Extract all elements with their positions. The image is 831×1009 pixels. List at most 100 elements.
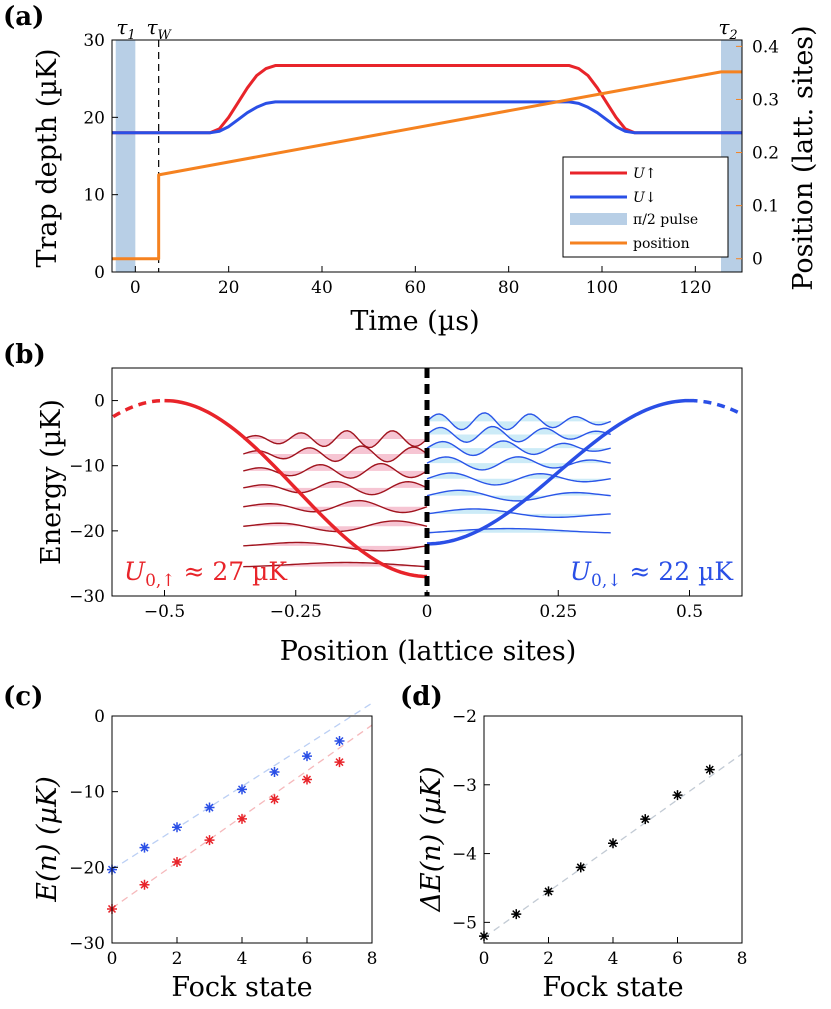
panel-d-data-point: [704, 764, 715, 775]
panel-c-xlabel: Fock state: [171, 972, 312, 1003]
wavefunction-fill-down: [427, 426, 611, 443]
panel-d-ytick-label: −4: [452, 845, 477, 865]
panel-a-frame: [111, 39, 743, 273]
series-line-up: [112, 64, 742, 135]
annotation-down-sub: 0,↓: [591, 571, 621, 591]
wavefunction-fill-down: [427, 440, 611, 456]
panel-c-xtick-label: 4: [237, 949, 248, 969]
panel-b-xtick-label: −0.25: [270, 602, 322, 622]
panel-b-xtick-label: 0.25: [539, 602, 577, 622]
panel-b-xtick-label: 0: [422, 602, 433, 622]
panel-c-ytick-label: −20: [69, 858, 105, 878]
panel-b-xtick-label: −0.5: [144, 602, 185, 622]
panel-a-y2tick-label: 0.1: [752, 197, 779, 217]
wavefunction-down: [426, 527, 611, 534]
panel-c-xtick-label: 2: [172, 949, 183, 969]
panel-c-xtick-label: 6: [302, 949, 313, 969]
panel-c-chart: 0 2 4 6 8 −30 −20 −10 0 Fock state E(n) (µK): [32, 702, 378, 1003]
wavefunction-up: [243, 445, 428, 463]
panel-a-ytick-label: 0: [94, 263, 105, 283]
wavefunction-up: [243, 520, 428, 533]
panel-c-data-point: [237, 784, 247, 795]
wavefunction-down: [426, 489, 611, 502]
panel-d-xtick-label: 6: [672, 949, 683, 969]
panel-a-y2label: Position (latt. sites): [788, 25, 819, 290]
wavefunction-fill-up: [243, 520, 427, 532]
series-line-position: [112, 70, 742, 261]
potential-curve-down: [426, 398, 690, 546]
wavefunction-fill-down: [427, 490, 611, 501]
panel-d-ytick-label: −3: [452, 776, 477, 796]
wavefunction-up: [243, 561, 428, 568]
wavefunction-fill-up: [243, 463, 427, 479]
wavefunction-down: [426, 425, 611, 443]
panel-c-data-point: [302, 751, 312, 762]
panel-d-data-point: [672, 790, 683, 801]
panel-d-ylabel: ΔE(n) (µK): [416, 766, 447, 912]
panel-c-ytick-label: 0: [94, 707, 105, 727]
panel-a-y2tick-label: 0.3: [752, 90, 779, 110]
wavefunction-down: [426, 440, 611, 457]
panel-a-y2tick-label: 0.4: [752, 37, 779, 57]
panel-c-data-point: [139, 879, 150, 890]
panel-c-data-point: [172, 822, 182, 833]
panel-c-data-point: [172, 857, 182, 868]
panel-a-ytick-label: 30: [83, 31, 105, 51]
panel-c-frame: [111, 715, 373, 944]
panel-d-xtick-label: 4: [608, 949, 619, 969]
time-marker-main: τ: [718, 15, 730, 39]
wavefunction-up: [243, 462, 428, 479]
panel-c-fit-line: [111, 702, 373, 871]
time-marker-label: τ1: [116, 15, 135, 43]
panel-d-ytick-label: −5: [452, 913, 477, 933]
panel-a-xtick-label: 0: [130, 278, 141, 298]
panel-label-a: (a): [3, 2, 44, 32]
time-marker-sub: 1: [127, 28, 135, 43]
annotation-up-depth: U0,↑ ≈ 27 µK: [124, 557, 288, 591]
panel-b-xlabel: Position (lattice sites): [280, 636, 577, 667]
panel-a-legend: U↑ U↓ π/2 pulse position: [562, 156, 729, 258]
panel-c-ylabel: E(n) (µK): [32, 776, 63, 903]
panel-b-xtick-label: 0.5: [676, 602, 703, 622]
potential-curve-down-dashed: [689, 398, 742, 417]
panel-d-data-point: [640, 814, 651, 825]
wavefunction-down: [426, 456, 611, 471]
panel-label-c: (c): [3, 682, 43, 712]
panel-c-xtick-label: 8: [367, 949, 378, 969]
panel-c-data-point: [269, 794, 280, 805]
pi-half-pulse-band: [115, 40, 136, 272]
potential-curve-up: [164, 398, 428, 579]
panel-d-chart: 0 2 4 6 8 −5 −4 −3 −2 Fock state ΔE(n) (µK): [416, 707, 747, 1003]
panel-label-b: (b): [3, 340, 46, 370]
annotation-up-main: U: [124, 557, 146, 586]
time-marker-sub: 2: [728, 28, 737, 43]
wavefunction-fill-up: [243, 446, 427, 462]
wavefunction-fill-up: [243, 542, 427, 551]
time-marker-sub: W: [158, 28, 173, 43]
panel-d-data-point: [575, 862, 586, 873]
wavefunction-fill-up: [243, 481, 427, 495]
legend-label-position: position: [633, 236, 690, 252]
panel-a-ytick-label: 20: [83, 108, 105, 128]
wavefunction-fill-down: [427, 456, 611, 470]
wavefunction-down: [426, 412, 612, 431]
legend-label-pulse: π/2 pulse: [633, 212, 698, 228]
panel-c-data-point: [334, 757, 345, 768]
wavefunction-down: [426, 472, 611, 486]
panel-a-xtick-label: 100: [586, 278, 618, 298]
panel-b-ylabel: Energy (µK): [36, 399, 67, 565]
panel-c-data-point: [334, 735, 345, 746]
wavefunction-fill-up: [243, 500, 427, 513]
panel-c-ytick-label: −30: [69, 934, 105, 954]
wavefunction-up: [242, 430, 428, 449]
panel-c-data-point: [302, 774, 312, 785]
annotation-down-depth: U0,↓ ≈ 22 µK: [570, 557, 734, 591]
panel-a-xtick-label: 20: [218, 278, 240, 298]
time-marker-main: τ: [146, 15, 158, 39]
panel-a-xtick-label: 60: [405, 278, 427, 298]
panel-a-xtick-label: 80: [498, 278, 520, 298]
panel-a-xtick-label: 40: [311, 278, 333, 298]
potential-curve-up-dashed: [112, 398, 165, 420]
panel-d-xlabel: Fock state: [542, 972, 683, 1003]
